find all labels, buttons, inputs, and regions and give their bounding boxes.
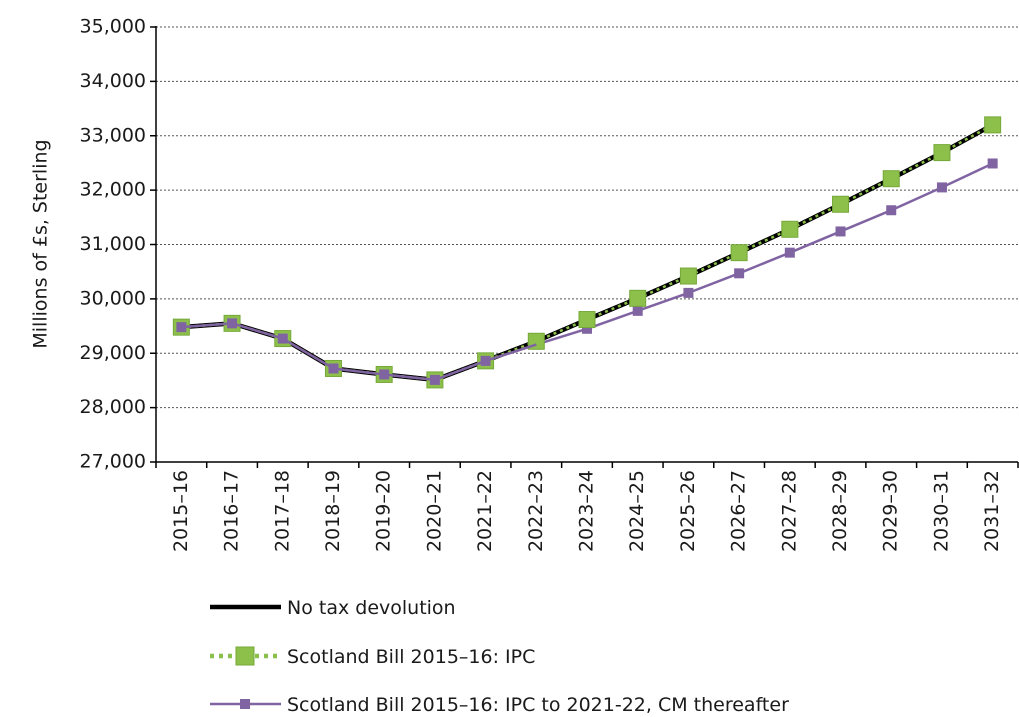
series-point-scotland-bill-ipc-cm: [784, 247, 795, 258]
gridlines: [150, 26, 1019, 468]
series-lines: [172, 116, 1002, 389]
y-tick-labels: 27,000 28,000 29,000 30,000 31,000 32,000 33,0…: [80, 16, 146, 473]
x-tick-label: 2021–22: [474, 470, 496, 552]
series-point-scotland-bill-ipc-cm: [632, 305, 643, 316]
y-tick-label: 30,000: [80, 287, 146, 309]
x-tick-label: 2022–23: [525, 470, 547, 552]
series-line-no-tax-devolution: [181, 122, 994, 383]
series-line-scotland-bill-ipc-cm: [181, 162, 994, 382]
y-tick-label: 31,000: [80, 233, 146, 255]
series-point-scotland-bill-ipc: [882, 170, 900, 188]
series-point-scotland-bill-ipc: [629, 289, 647, 307]
series-point-scotland-bill-ipc: [781, 220, 799, 238]
series-point-scotland-bill-ipc: [984, 116, 1002, 134]
series-point-scotland-bill-ipc: [730, 244, 748, 262]
legend-label-scotland-bill-ipc: Scotland Bill 2015–16: IPC: [287, 646, 535, 668]
x-tick-label: 2030–31: [930, 470, 952, 552]
series-point-scotland-bill-ipc-cm: [734, 268, 745, 279]
series-line-scotland-bill-ipc-cm-overlay: [181, 322, 537, 382]
series-line-scotland-bill-ipc: [181, 123, 994, 382]
x-tick-label: 2025–26: [677, 470, 699, 552]
legend-label-no-tax-devolution: No tax devolution: [287, 597, 456, 619]
x-tick-label: 2028–29: [829, 470, 851, 552]
axes: [155, 26, 1018, 463]
legend-item-no-tax-devolution: No tax devolution: [210, 597, 456, 619]
x-tick-label: 2029–30: [880, 470, 902, 552]
y-tick-label: 29,000: [80, 342, 146, 364]
series-point-scotland-bill-ipc: [679, 267, 697, 285]
y-tick-label: 27,000: [80, 451, 146, 473]
x-tick-label: 2024–25: [626, 470, 648, 552]
series-point-scotland-bill-ipc: [578, 311, 596, 329]
series-point-scotland-bill-ipc-cm: [683, 287, 694, 298]
y-tick-label: 33,000: [80, 124, 146, 146]
x-tick-label: 2019–20: [373, 470, 395, 552]
legend-label-scotland-bill-ipc-cm: Scotland Bill 2015–16: IPC to 2021-22, C…: [287, 694, 789, 713]
series-point-scotland-bill-ipc-cm: [886, 205, 897, 216]
x-tick-label: 2017–18: [271, 470, 293, 552]
legend-marker-scotland-bill-ipc-cm: [240, 699, 250, 709]
series-point-scotland-bill-ipc-cm: [936, 182, 947, 193]
y-tick-label: 28,000: [80, 396, 146, 418]
x-tick-label: 2015–16: [170, 470, 192, 552]
series-point-scotland-bill-ipc: [933, 144, 951, 162]
x-tick-label: 2031–32: [981, 470, 1003, 552]
legend-item-scotland-bill-ipc-cm: Scotland Bill 2015–16: IPC to 2021-22, C…: [210, 694, 789, 716]
series-point-scotland-bill-ipc: [832, 195, 850, 213]
series-point-scotland-bill-ipc-cm: [987, 158, 998, 169]
series-point-scotland-bill-ipc-cm: [835, 226, 846, 237]
x-tick-label: 2026–27: [728, 470, 750, 552]
y-tick-label: 34,000: [80, 70, 146, 92]
legend-item-scotland-bill-ipc: Scotland Bill 2015–16: IPC: [210, 646, 535, 668]
legend: No tax devolution Scotland Bill 2015–16:…: [210, 597, 789, 716]
legend-marker-scotland-bill-ipc: [235, 646, 255, 666]
y-axis-title: Millions of £s, Sterling: [30, 139, 52, 348]
x-tick-label: 2023–24: [576, 470, 598, 552]
x-tick-label: 2018–19: [322, 470, 344, 552]
x-tick-label: 2020–21: [423, 470, 445, 552]
series-point-scotland-bill-ipc-cm: [582, 323, 592, 334]
x-tick-label: 2027–28: [778, 470, 800, 552]
y-tick-label: 35,000: [80, 16, 146, 38]
y-tick-label: 32,000: [80, 179, 146, 201]
x-tick-label: 2016–17: [221, 470, 243, 552]
x-tick-labels: 2015–16 2016–17 2017–18 2018–19 2019–20 2020–…: [170, 470, 1003, 552]
